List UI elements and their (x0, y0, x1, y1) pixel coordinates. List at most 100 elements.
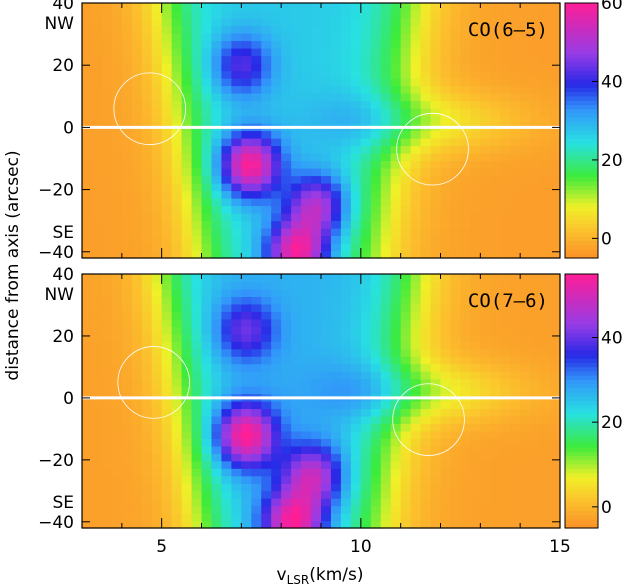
heatmap-cell (550, 160, 561, 169)
heatmap-cell (500, 198, 511, 207)
colorbar-swatch (565, 143, 598, 149)
heatmap-cell (161, 3, 173, 12)
heatmap-cell (311, 288, 322, 298)
heatmap-cell (400, 3, 412, 12)
heatmap-cell (301, 281, 312, 290)
heatmap-cell (350, 160, 362, 169)
heatmap-cell (211, 490, 223, 499)
heatmap-cell (131, 130, 143, 139)
heatmap-cell (291, 333, 302, 342)
heatmap-cell (251, 108, 262, 117)
heatmap-cell (321, 138, 332, 147)
heatmap-cell (301, 108, 312, 117)
heatmap-cell (191, 475, 203, 484)
heatmap-cell (281, 235, 292, 244)
heatmap-cell (470, 356, 481, 365)
colorbar-swatch (565, 219, 598, 225)
heatmap-cell (370, 520, 382, 529)
heatmap-cell (420, 333, 432, 342)
heatmap-cell (390, 274, 402, 283)
heatmap-cell (390, 326, 402, 335)
heatmap-cell (321, 386, 332, 395)
heatmap-cell (390, 85, 402, 94)
heatmap-cell (161, 490, 173, 499)
heatmap-cell (460, 10, 471, 19)
heatmap-cell (500, 78, 511, 87)
heatmap-cell (141, 490, 153, 499)
heatmap-cell (390, 33, 402, 42)
heatmap-cell (410, 3, 422, 12)
heatmap-cell (410, 408, 422, 417)
heatmap-cell (161, 145, 173, 154)
heatmap-cell (281, 386, 292, 395)
heatmap-cell (101, 371, 113, 380)
heatmap-cell (291, 483, 302, 492)
heatmap-cell (141, 505, 153, 514)
heatmap-cell (450, 475, 462, 484)
heatmap-cell (330, 356, 342, 365)
heatmap-cell (271, 48, 282, 57)
heatmap-cell (201, 70, 213, 79)
heatmap-cell (380, 438, 392, 447)
heatmap-cell (171, 348, 183, 357)
heatmap-cell (151, 190, 163, 199)
heatmap-cell (340, 438, 352, 447)
heatmap-cell (321, 303, 332, 312)
heatmap-cell (131, 115, 143, 124)
heatmap-cell (340, 318, 352, 327)
heatmap-cell (261, 303, 272, 312)
heatmap-cell (440, 190, 452, 199)
heatmap-cell (500, 160, 511, 169)
heatmap-cell (131, 363, 143, 372)
heatmap-cell (301, 25, 312, 34)
heatmap-cell (101, 168, 113, 177)
heatmap-cell (111, 70, 123, 79)
heatmap-cell (350, 483, 362, 492)
heatmap-cell (380, 363, 392, 372)
heatmap-cell (390, 213, 402, 222)
heatmap-cell (141, 25, 153, 34)
heatmap-cell (191, 168, 203, 177)
heatmap-cell (121, 348, 133, 357)
heatmap-cell (390, 168, 402, 177)
heatmap-cell (480, 250, 491, 259)
heatmap-cell (520, 145, 531, 154)
heatmap-cell (400, 243, 412, 252)
heatmap-cell (251, 453, 262, 462)
heatmap-cell (480, 296, 491, 305)
heatmap-cell (390, 130, 402, 139)
heatmap-cell (520, 326, 531, 335)
colorbar-swatch (565, 139, 598, 144)
heatmap-cell (161, 423, 173, 432)
heatmap-cell (291, 386, 302, 395)
heatmap-cell (101, 475, 113, 484)
heatmap-cell (530, 160, 541, 169)
heatmap-cell (470, 490, 481, 499)
heatmap-cell (321, 505, 332, 514)
heatmap-cell (151, 445, 163, 454)
heatmap-cell (121, 520, 133, 529)
heatmap-cell (91, 453, 103, 462)
heatmap-cell (370, 318, 382, 327)
heatmap-cell (550, 303, 561, 312)
heatmap-cell (550, 468, 561, 477)
heatmap-cell (211, 460, 223, 469)
heatmap-cell (330, 205, 342, 214)
heatmap-cell (91, 296, 103, 305)
heatmap-cell (271, 438, 282, 447)
heatmap-cell (111, 63, 123, 72)
heatmap-cell (171, 386, 183, 395)
heatmap-cell (281, 311, 292, 320)
heatmap-cell (520, 468, 531, 477)
heatmap-cell (520, 93, 531, 102)
heatmap-cell (291, 371, 302, 380)
heatmap-cell (350, 363, 362, 372)
heatmap-cell (241, 18, 252, 27)
heatmap-cell (340, 198, 352, 207)
heatmap-cell (350, 311, 362, 320)
heatmap-cell (281, 415, 292, 425)
heatmap-cell (221, 205, 232, 214)
heatmap-cell (430, 160, 442, 169)
heatmap-cell (151, 243, 163, 252)
heatmap-cell (330, 378, 342, 387)
